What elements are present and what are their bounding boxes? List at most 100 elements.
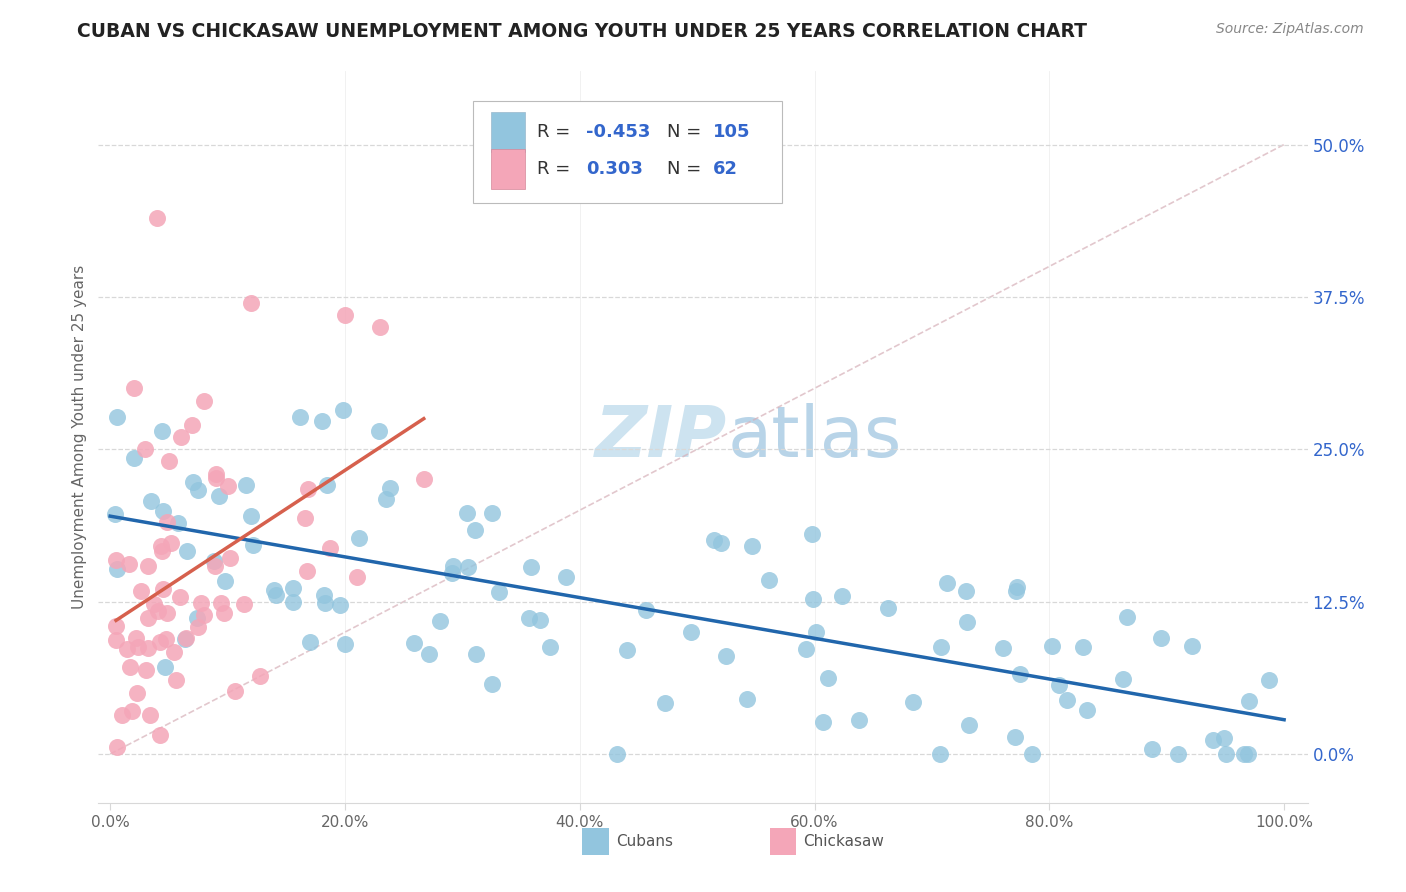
Point xyxy=(264,588,287,602)
Point xyxy=(204,558,226,573)
Point xyxy=(156,606,179,620)
Point xyxy=(441,566,464,581)
Point xyxy=(758,573,780,587)
Point xyxy=(464,523,486,537)
Point xyxy=(167,516,190,530)
Point xyxy=(204,471,226,485)
Point xyxy=(1140,741,1163,756)
Text: ZIP: ZIP xyxy=(595,402,727,472)
Text: N =: N = xyxy=(666,160,707,178)
Point xyxy=(936,576,959,591)
Point xyxy=(794,642,817,657)
Point xyxy=(710,535,733,549)
Point xyxy=(209,596,232,610)
Point xyxy=(329,598,352,612)
Point xyxy=(714,648,737,663)
Point xyxy=(214,574,236,588)
Point xyxy=(801,592,824,607)
Point xyxy=(239,508,262,523)
Point xyxy=(801,527,824,541)
Point xyxy=(333,637,356,651)
Point xyxy=(174,632,197,646)
Point xyxy=(150,543,173,558)
Point xyxy=(297,564,319,578)
Text: CUBAN VS CHICKASAW UNEMPLOYMENT AMONG YOUTH UNDER 25 YEARS CORRELATION CHART: CUBAN VS CHICKASAW UNEMPLOYMENT AMONG YO… xyxy=(77,22,1087,41)
Point xyxy=(105,619,128,633)
FancyBboxPatch shape xyxy=(474,101,782,203)
Point xyxy=(176,544,198,558)
Point xyxy=(481,677,503,691)
Point xyxy=(1021,747,1043,761)
Point xyxy=(105,553,128,567)
Point xyxy=(219,551,242,566)
Point xyxy=(129,584,152,599)
Point xyxy=(242,538,264,552)
Point xyxy=(1167,747,1189,761)
Text: 0.303: 0.303 xyxy=(586,160,643,178)
Text: -0.453: -0.453 xyxy=(586,123,650,141)
Point xyxy=(283,595,305,609)
Point xyxy=(146,604,169,618)
Point xyxy=(105,633,128,648)
Point xyxy=(138,611,160,625)
Point xyxy=(136,640,159,655)
Point xyxy=(235,478,257,492)
Point xyxy=(288,410,311,425)
Point xyxy=(529,614,551,628)
Point xyxy=(152,504,174,518)
Point xyxy=(606,747,628,761)
Point xyxy=(157,454,180,468)
Point xyxy=(208,489,231,503)
Point xyxy=(297,482,319,496)
Point xyxy=(1149,631,1171,645)
Point xyxy=(149,634,172,648)
Point xyxy=(233,597,256,611)
Point xyxy=(1215,747,1237,761)
Point xyxy=(931,640,953,654)
Point xyxy=(118,659,141,673)
Point xyxy=(412,472,434,486)
Point xyxy=(314,596,336,610)
Point xyxy=(105,562,128,576)
Point xyxy=(249,669,271,683)
Point xyxy=(465,647,488,661)
Text: Cubans: Cubans xyxy=(616,834,673,849)
Point xyxy=(217,479,239,493)
Point xyxy=(429,614,451,628)
Point xyxy=(332,403,354,417)
Point xyxy=(294,511,316,525)
Point xyxy=(153,660,176,674)
Point xyxy=(181,417,204,432)
Point xyxy=(346,570,368,584)
Point xyxy=(488,584,510,599)
Point xyxy=(1202,733,1225,747)
Point xyxy=(149,728,172,742)
Bar xyxy=(492,112,526,153)
Point xyxy=(1005,580,1028,594)
Text: R =: R = xyxy=(537,123,576,141)
Point xyxy=(457,559,479,574)
Text: 105: 105 xyxy=(713,123,751,141)
Point xyxy=(202,554,225,568)
Point xyxy=(877,601,900,615)
Point xyxy=(634,603,657,617)
Point xyxy=(1047,677,1070,691)
Point xyxy=(283,581,305,595)
Bar xyxy=(582,828,609,855)
Point xyxy=(703,533,725,548)
Point xyxy=(538,640,561,654)
Point xyxy=(127,640,149,655)
Point xyxy=(555,570,578,584)
Point xyxy=(1004,584,1026,599)
Point xyxy=(848,713,870,727)
Point xyxy=(146,211,169,225)
Point xyxy=(1056,692,1078,706)
Point xyxy=(299,635,322,649)
Point xyxy=(517,611,540,625)
Point xyxy=(150,424,173,438)
Point xyxy=(135,664,157,678)
Point xyxy=(142,597,165,611)
Point xyxy=(125,686,148,700)
Point xyxy=(333,308,356,322)
Point xyxy=(224,683,246,698)
